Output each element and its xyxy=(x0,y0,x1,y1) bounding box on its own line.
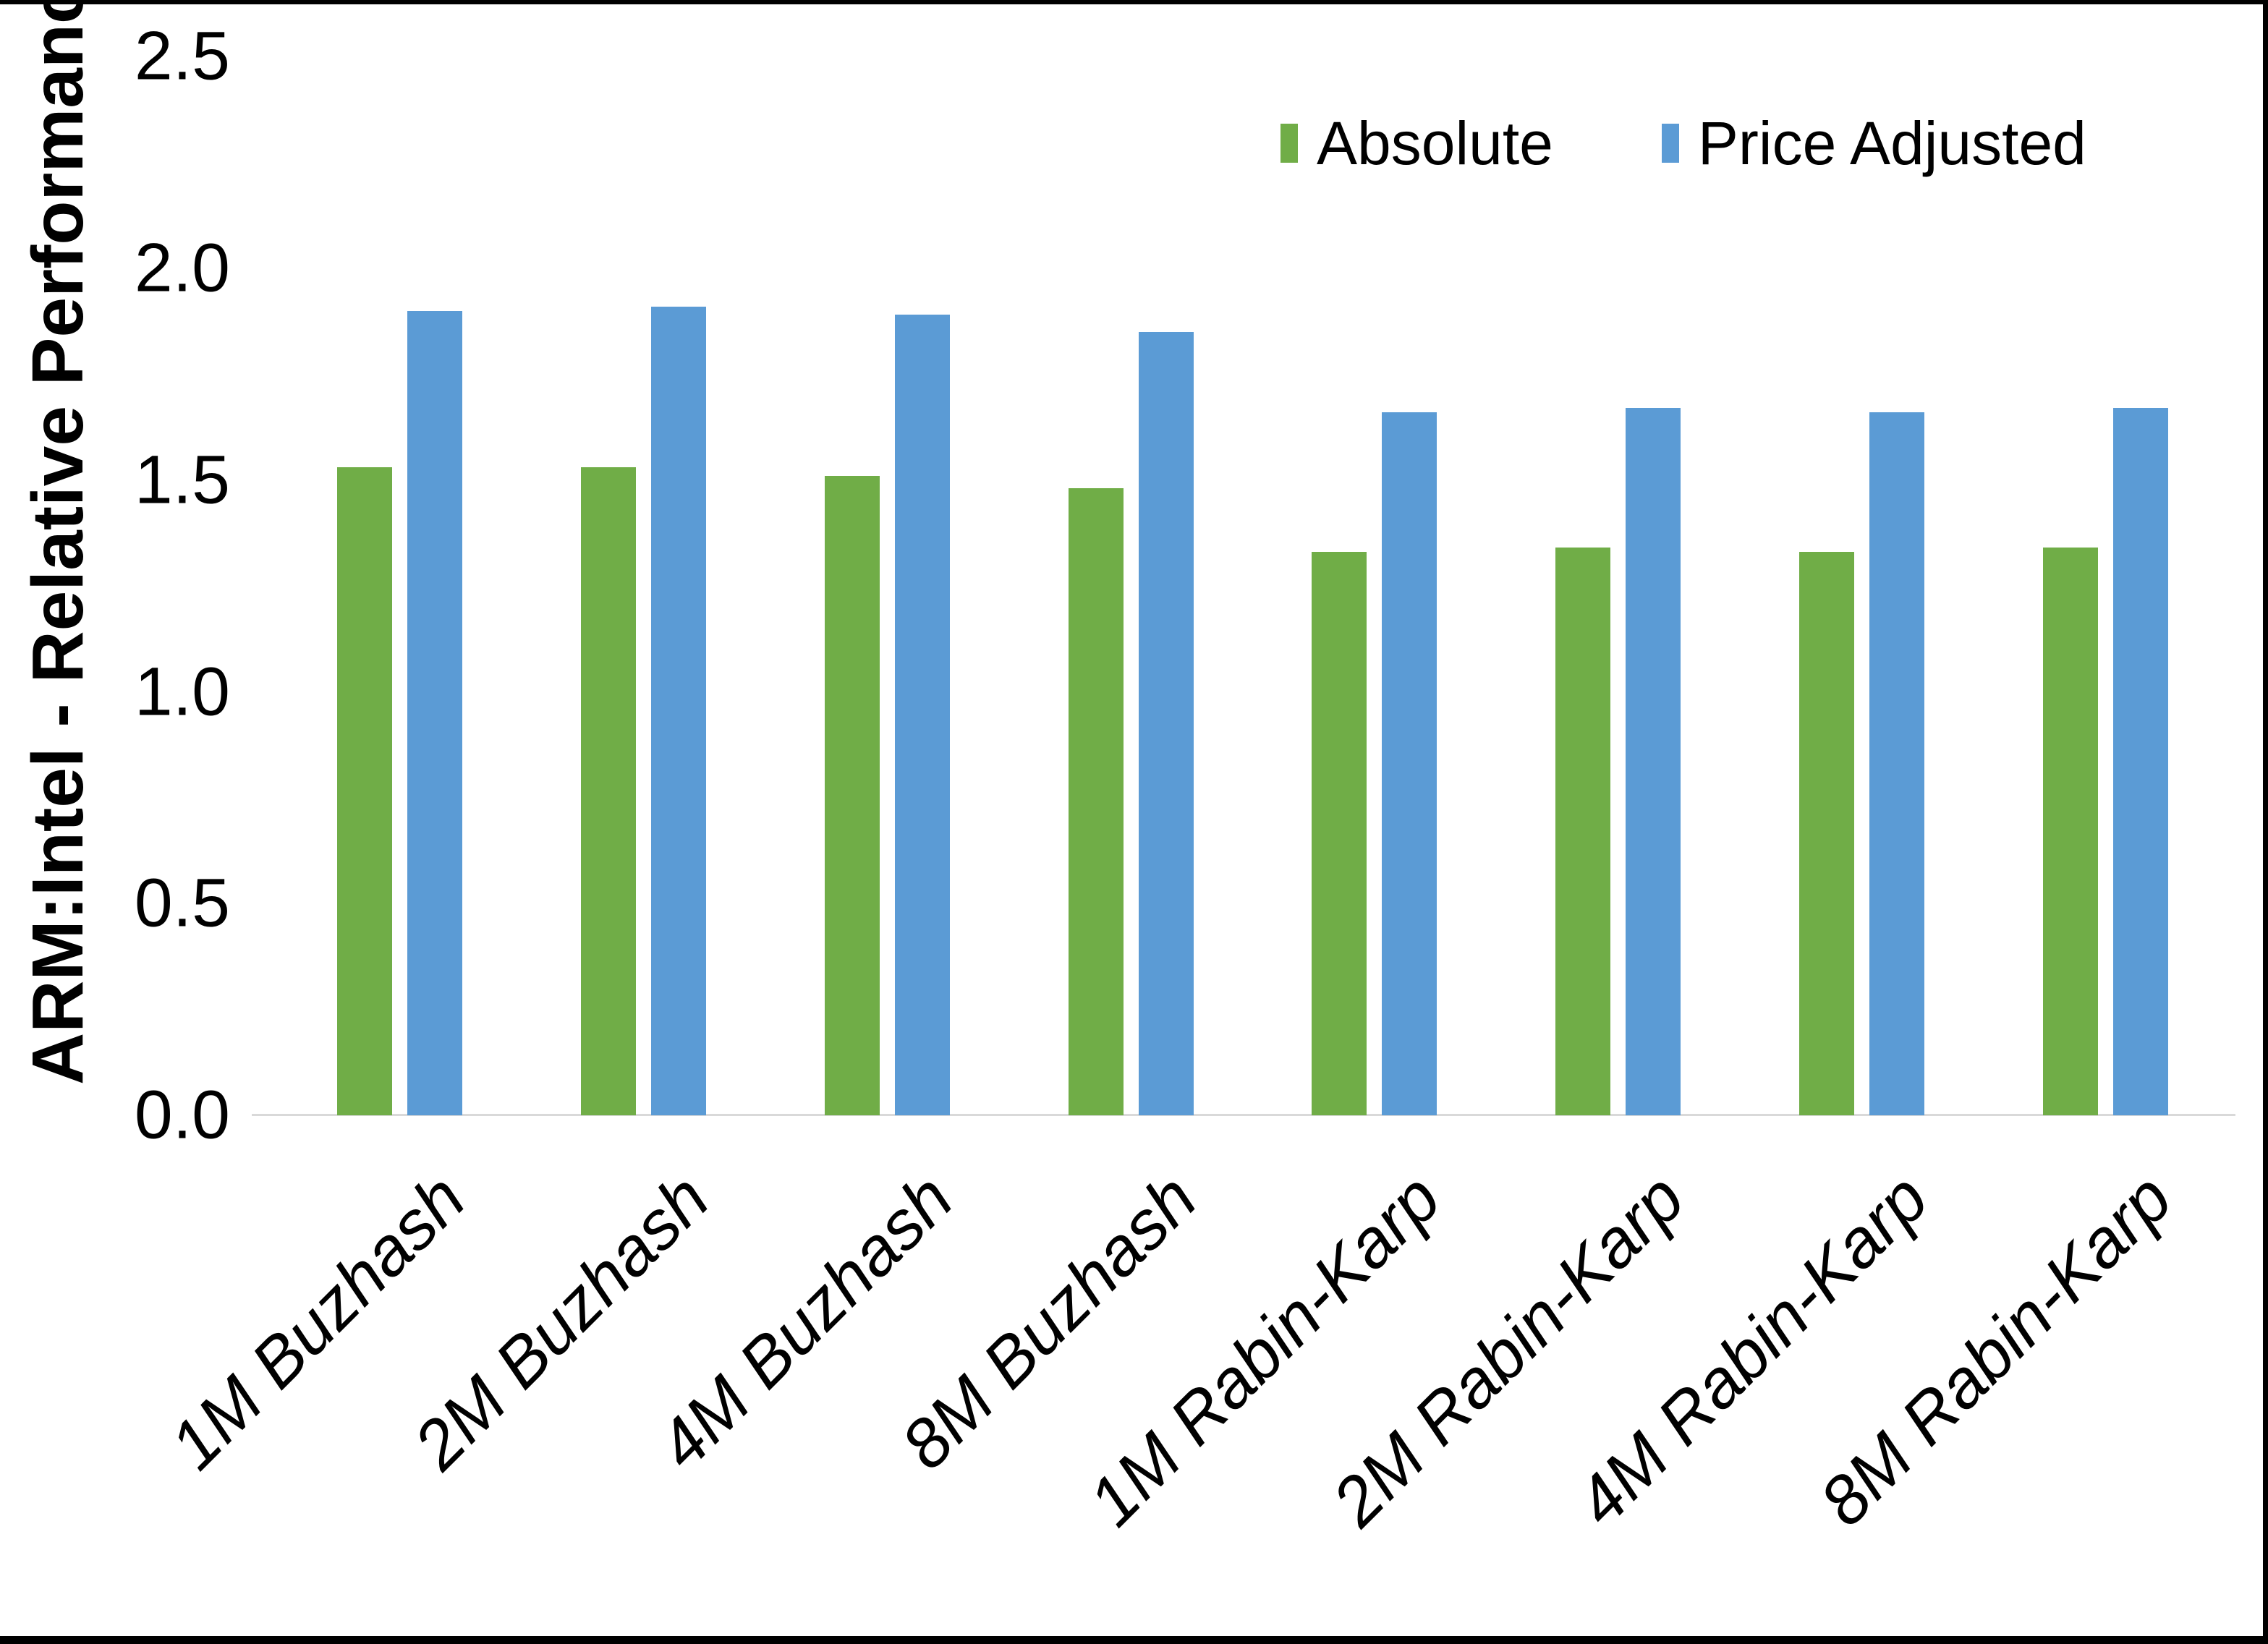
bar-absolute xyxy=(580,467,636,1115)
bar-price-adjusted xyxy=(1869,412,1925,1115)
bar-absolute xyxy=(1068,488,1124,1115)
top-border-line xyxy=(0,0,2268,4)
y-tick-label: 1.5 xyxy=(134,441,230,519)
y-tick-label: 2.0 xyxy=(134,229,230,307)
y-tick-label: 2.5 xyxy=(134,17,230,95)
bottom-border-line xyxy=(0,1636,2268,1644)
bar-absolute xyxy=(2043,548,2099,1115)
price-adjusted-series-swatch-icon xyxy=(1661,124,1679,163)
y-tick-label: 1.0 xyxy=(134,653,230,730)
legend-item-absolute: Absolute xyxy=(1280,106,1553,181)
bar-price-adjusted xyxy=(1382,412,1437,1115)
bar-absolute xyxy=(1799,552,1855,1115)
x-axis-line xyxy=(252,1114,2235,1116)
bar-price-adjusted xyxy=(1626,408,1681,1115)
x-category-label: 1M Buzhash xyxy=(156,1159,480,1484)
bar-price-adjusted xyxy=(407,310,462,1115)
bar-absolute xyxy=(824,475,880,1115)
y-tick-label: 0.0 xyxy=(134,1076,230,1154)
bar-price-adjusted xyxy=(2113,408,2169,1115)
legend-item-price-adjusted: Price Adjusted xyxy=(1661,106,2086,181)
bar-absolute xyxy=(1312,552,1367,1115)
bar-price-adjusted xyxy=(650,306,706,1115)
y-tick-label: 0.5 xyxy=(134,864,230,942)
bar-absolute xyxy=(336,467,392,1115)
chart-legend: Absolute Price Adjusted xyxy=(1280,106,2086,181)
legend-label-price-adjusted: Price Adjusted xyxy=(1697,109,2086,177)
right-border-line xyxy=(2263,0,2268,1644)
bar-price-adjusted xyxy=(894,315,950,1115)
absolute-series-swatch-icon xyxy=(1280,124,1298,163)
bar-price-adjusted xyxy=(1138,331,1194,1115)
legend-label-absolute: Absolute xyxy=(1317,109,1553,177)
bar-absolute xyxy=(1555,548,1611,1115)
